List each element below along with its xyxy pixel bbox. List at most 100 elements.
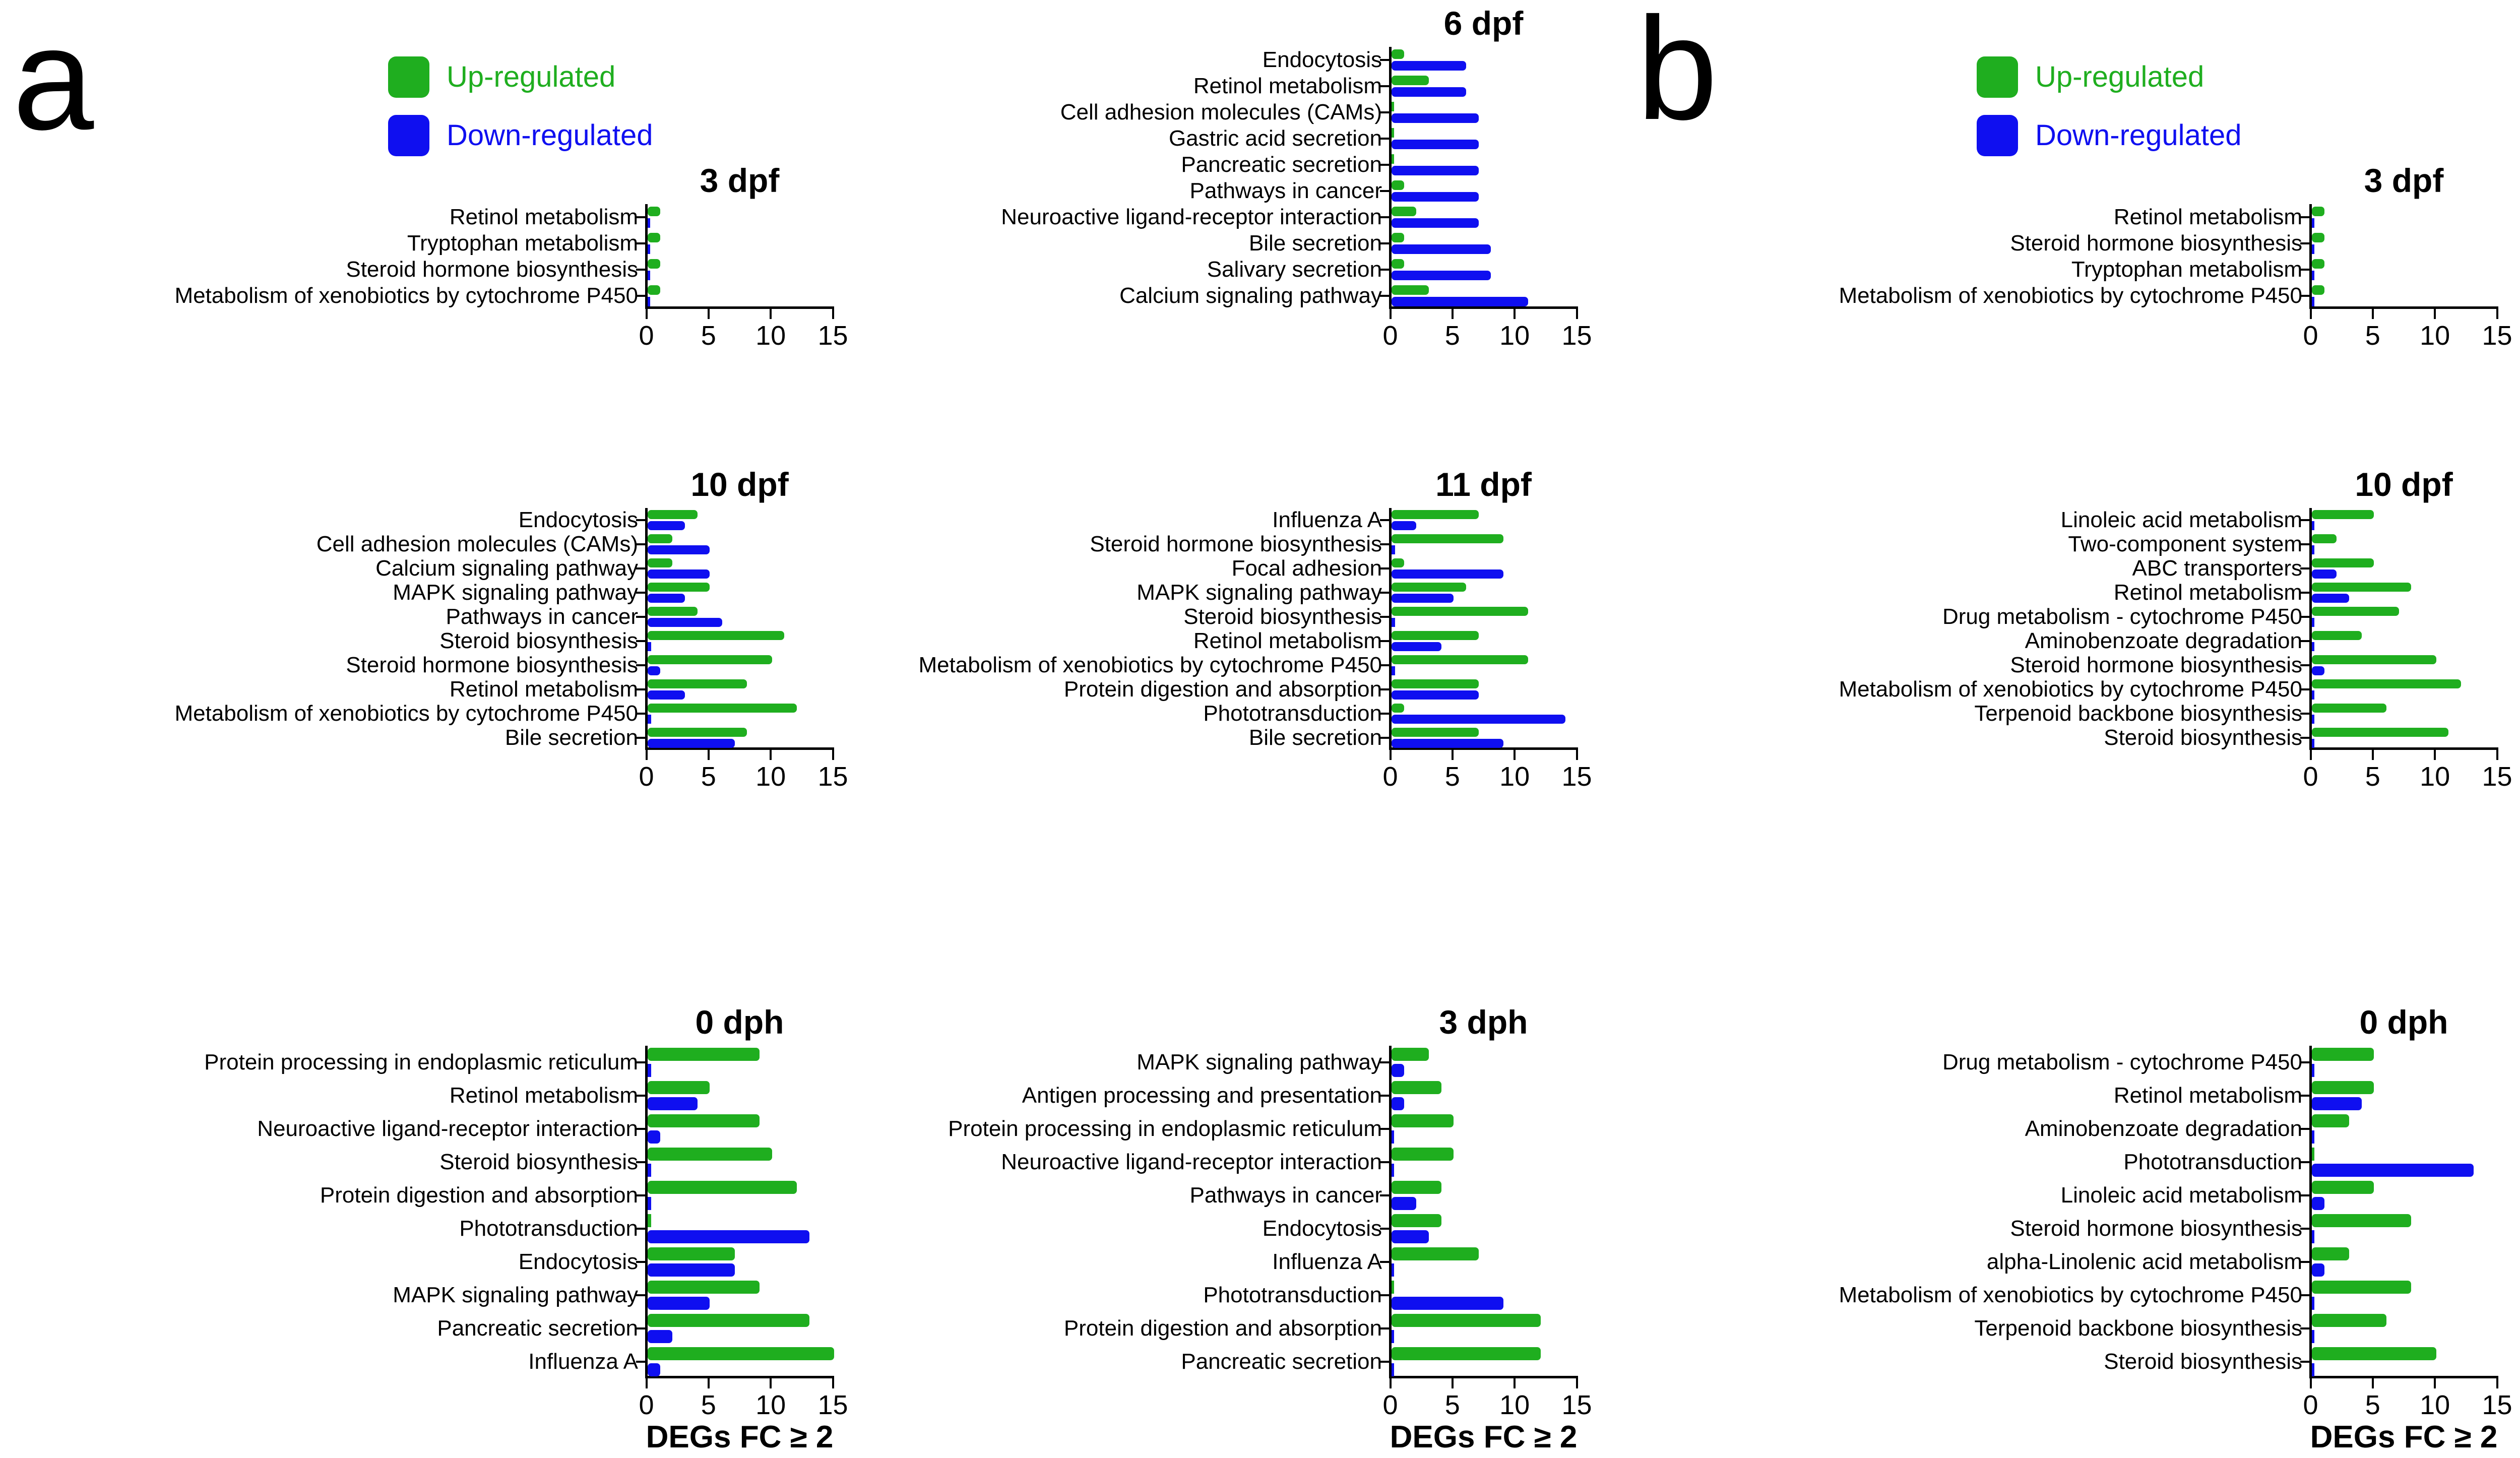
x-tick-label: 10 — [2420, 1390, 2450, 1420]
up-bar — [2312, 1181, 2374, 1194]
category-label: Endocytosis — [1262, 1216, 1382, 1241]
down-bar — [2312, 690, 2314, 700]
category-tick — [2300, 592, 2309, 594]
x-tick-label: 0 — [2303, 762, 2318, 792]
up-bar — [1392, 534, 1503, 543]
up-bar — [2312, 1048, 2374, 1061]
category-tick — [2300, 1228, 2309, 1230]
category-label: Aminobenzoate degradation — [2025, 628, 2302, 653]
category-label: Metabolism of xenobiotics by cytochrome … — [1839, 283, 2302, 308]
x-tick — [1451, 750, 1454, 760]
down-bar — [2312, 1263, 2324, 1277]
x-tick-label: 0 — [1382, 1390, 1398, 1420]
x-tick — [770, 1378, 772, 1388]
subplot-title: 10 dpf — [2355, 466, 2453, 503]
plot-area — [2300, 204, 2498, 309]
down-bar — [1392, 140, 1479, 149]
down-bar — [1392, 1164, 1394, 1177]
plot-area — [2300, 508, 2498, 750]
plot-area — [1380, 1046, 1578, 1378]
category-tick — [2300, 1361, 2309, 1363]
category-label: Aminobenzoate degradation — [2025, 1116, 2302, 1141]
up-bar — [2312, 583, 2412, 592]
up-bar — [1392, 128, 1394, 138]
x-tick — [2309, 309, 2312, 319]
panel-b-plots: 3 dpf Retinol metabolism Steroid hormone b… — [1654, 0, 2520, 1458]
down-bar — [2312, 1330, 2314, 1343]
up-bar — [1392, 285, 1429, 295]
category-tick — [2300, 242, 2309, 244]
x-tick-label: 0 — [639, 1390, 654, 1420]
category-tick — [1380, 1261, 1389, 1263]
x-axis: 0 5 10 15 — [2303, 309, 2512, 351]
category-label: Steroid hormone biosynthesis — [2010, 1216, 2302, 1241]
category-labels: Influenza A Steroid hormone biosynthesis F… — [0, 508, 1389, 750]
down-bar — [1392, 218, 1479, 228]
category-tick — [1380, 519, 1389, 521]
category-label: Retinol metabolism — [1193, 73, 1382, 98]
down-bar — [648, 218, 650, 228]
up-bar — [2312, 631, 2362, 640]
category-tick — [636, 1361, 645, 1363]
category-label: Drug metabolism - cytochrome P450 — [1942, 604, 2302, 629]
up-bar — [648, 1048, 760, 1061]
down-bar — [648, 1263, 735, 1277]
x-axis: 0 5 10 15 — [639, 1378, 848, 1420]
subplot-title: 3 dpf — [2364, 162, 2444, 199]
down-bar — [2312, 1130, 2314, 1144]
down-bar — [1392, 1363, 1394, 1376]
down-bar — [2312, 739, 2314, 748]
x-axis: 0 5 10 15 — [1382, 750, 1592, 790]
category-labels: Linoleic acid metabolism Two-component sy… — [1654, 508, 2309, 750]
x-tick — [1514, 1378, 1516, 1388]
category-label: Pancreatic secretion — [437, 1315, 638, 1341]
up-bar — [1392, 76, 1429, 85]
x-tick-label: 10 — [1499, 1390, 1530, 1420]
up-bar — [648, 1114, 760, 1127]
up-bar — [2312, 534, 2337, 543]
category-label: Pancreatic secretion — [1181, 152, 1382, 177]
down-bar — [1392, 1330, 1394, 1343]
category-label: Protein digestion and absorption — [1063, 1315, 1382, 1341]
down-bar — [2312, 594, 2349, 603]
category-label: Protein digestion and absorption — [320, 1182, 638, 1208]
x-tick-label: 10 — [755, 1390, 786, 1420]
category-label: Steroid biosynthesis — [2104, 1349, 2302, 1374]
category-label: Phototransduction — [2123, 1149, 2302, 1174]
up-bar — [1392, 631, 1479, 640]
x-tick-label: 0 — [2303, 321, 2318, 351]
category-tick — [1380, 138, 1389, 140]
up-bar — [1392, 1081, 1441, 1094]
category-tick — [2300, 1194, 2309, 1196]
down-bar — [1392, 569, 1503, 579]
legend-down-label: Down-regulated — [2035, 119, 2242, 152]
category-labels: Carbon fixation in photosynthetic organi… — [1654, 47, 2520, 309]
up-bar — [1392, 49, 1404, 59]
category-label: Influenza A — [528, 1349, 638, 1374]
category-label: Tryptophan metabolism — [2071, 257, 2302, 282]
up-bar — [2312, 1148, 2314, 1161]
category-tick — [636, 1161, 645, 1163]
x-tick-label: 15 — [817, 1390, 848, 1420]
up-bar — [1392, 180, 1404, 190]
category-label: Neuroactive ligand-receptor interaction — [1001, 204, 1382, 229]
category-labels: Endocytosis Retinol metabolism Cell adhesi… — [0, 47, 1389, 309]
category-label: Gastric acid secretion — [1168, 125, 1382, 151]
category-tick — [1380, 1061, 1389, 1063]
category-tick — [2300, 1294, 2309, 1296]
up-bar — [1392, 1347, 1541, 1360]
up-bar — [648, 679, 747, 688]
category-tick — [1380, 1294, 1389, 1296]
subplot-a-11-dpf: 11 dpf Influenza A Steroid hormone biosynt… — [0, 462, 1592, 790]
down-bar — [648, 1197, 652, 1210]
up-bar — [648, 259, 660, 269]
category-label: Metabolism of xenobiotics by cytochrome … — [1839, 676, 2302, 702]
down-bar — [1392, 271, 1491, 280]
x-tick-label: 10 — [2420, 321, 2450, 351]
down-bar — [2312, 271, 2314, 280]
plot-area — [636, 508, 834, 750]
up-bar — [648, 583, 710, 592]
x-tick-label: 0 — [1382, 321, 1398, 351]
up-bar — [648, 655, 772, 664]
